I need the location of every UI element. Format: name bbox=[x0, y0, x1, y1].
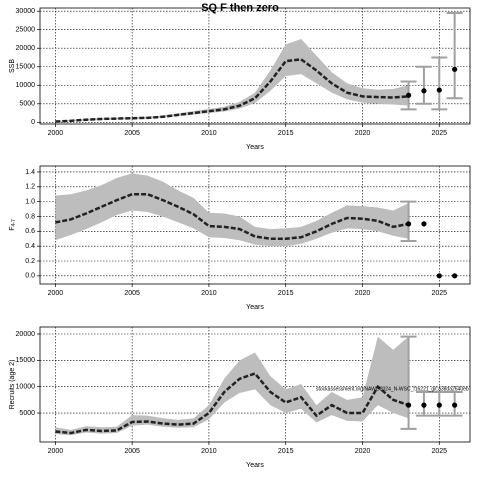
y-tick-label: 0.8 bbox=[25, 213, 35, 220]
x-tick-label: 2020 bbox=[355, 290, 371, 297]
x-tick-label: 2025 bbox=[431, 290, 447, 297]
y-tick-label: 20000 bbox=[16, 45, 36, 52]
x-axis-label: Years bbox=[246, 462, 264, 469]
y-axis-label: SSB bbox=[9, 59, 16, 73]
y-tick-label: 5000 bbox=[19, 410, 35, 417]
confidence-band bbox=[55, 173, 409, 247]
forecast-point bbox=[421, 221, 427, 227]
x-tick-label: 2010 bbox=[201, 448, 217, 455]
x-tick-label: 2010 bbox=[201, 130, 217, 137]
forecast-point bbox=[421, 88, 427, 94]
x-tick-label: 2000 bbox=[48, 130, 64, 137]
forecast-point bbox=[452, 66, 458, 72]
x-tick-label: 2020 bbox=[355, 130, 371, 137]
x-tick-label: 2000 bbox=[48, 290, 64, 297]
y-tick-label: 0.2 bbox=[25, 258, 35, 265]
estimate-line bbox=[55, 372, 409, 435]
y-axis-label: Recruits (age 2) bbox=[9, 360, 16, 410]
y-tick-label: 20000 bbox=[16, 331, 36, 338]
estimate-line bbox=[55, 58, 409, 123]
y-axis-label-main: Recruits (age 2) bbox=[9, 360, 16, 410]
y-axis-label-sub: 4-7 bbox=[11, 219, 17, 226]
y-tick-label: 10000 bbox=[16, 384, 36, 391]
y-tick-label: 0.6 bbox=[25, 228, 35, 235]
y-axis-label: F4-7 bbox=[9, 219, 17, 231]
y-tick-label: 10000 bbox=[16, 82, 36, 89]
y-tick-label: 0 bbox=[31, 119, 35, 126]
x-tick-label: 2005 bbox=[124, 448, 140, 455]
x-tick-label: 2000 bbox=[48, 448, 64, 455]
x-tick-label: 2015 bbox=[278, 448, 294, 455]
y-tick-label: 15000 bbox=[16, 64, 36, 71]
y-tick-label: 1.4 bbox=[25, 169, 35, 176]
x-tick-label: 2020 bbox=[355, 448, 371, 455]
forecast-point bbox=[436, 87, 442, 93]
x-tick-label: 2010 bbox=[201, 290, 217, 297]
x-tick-label: 2005 bbox=[124, 130, 140, 137]
y-axis-label-main: SSB bbox=[9, 59, 16, 73]
y-tick-label: 25000 bbox=[16, 27, 36, 34]
forecast-point bbox=[405, 402, 412, 408]
x-tick-label: 2025 bbox=[431, 448, 447, 455]
forecast-point bbox=[452, 273, 458, 279]
plot-frame bbox=[39, 326, 471, 443]
x-axis-label: Years bbox=[246, 304, 264, 311]
y-tick-label: 1.2 bbox=[25, 184, 35, 191]
forecast-point bbox=[452, 402, 458, 408]
y-tick-label: 0.4 bbox=[25, 243, 35, 250]
y-axis-label-main: F bbox=[9, 226, 16, 230]
forecast-point bbox=[405, 92, 412, 98]
x-tick-label: 2025 bbox=[431, 130, 447, 137]
y-tick-label: 30000 bbox=[16, 8, 36, 15]
forecast-point bbox=[436, 273, 442, 279]
y-tick-label: 0.0 bbox=[25, 273, 35, 280]
x-axis-label: Years bbox=[246, 144, 264, 151]
forecast-point bbox=[436, 402, 442, 408]
y-tick-label: 15000 bbox=[16, 357, 36, 364]
forecast-point bbox=[405, 221, 412, 227]
x-tick-label: 2015 bbox=[278, 130, 294, 137]
forecast-point bbox=[421, 402, 427, 408]
plot-frame bbox=[39, 165, 471, 285]
y-tick-label: 5000 bbox=[19, 101, 35, 108]
confidence-band bbox=[55, 336, 409, 436]
plot-frame bbox=[39, 7, 471, 125]
x-tick-label: 2005 bbox=[124, 290, 140, 297]
estimate-line bbox=[55, 192, 409, 240]
x-tick-label: 2015 bbox=[278, 290, 294, 297]
confidence-band bbox=[55, 38, 409, 122]
annotation: stockassessment.org/NAWG2024_N-WSC_f1622… bbox=[316, 386, 469, 392]
y-tick-label: 1.0 bbox=[25, 198, 35, 205]
